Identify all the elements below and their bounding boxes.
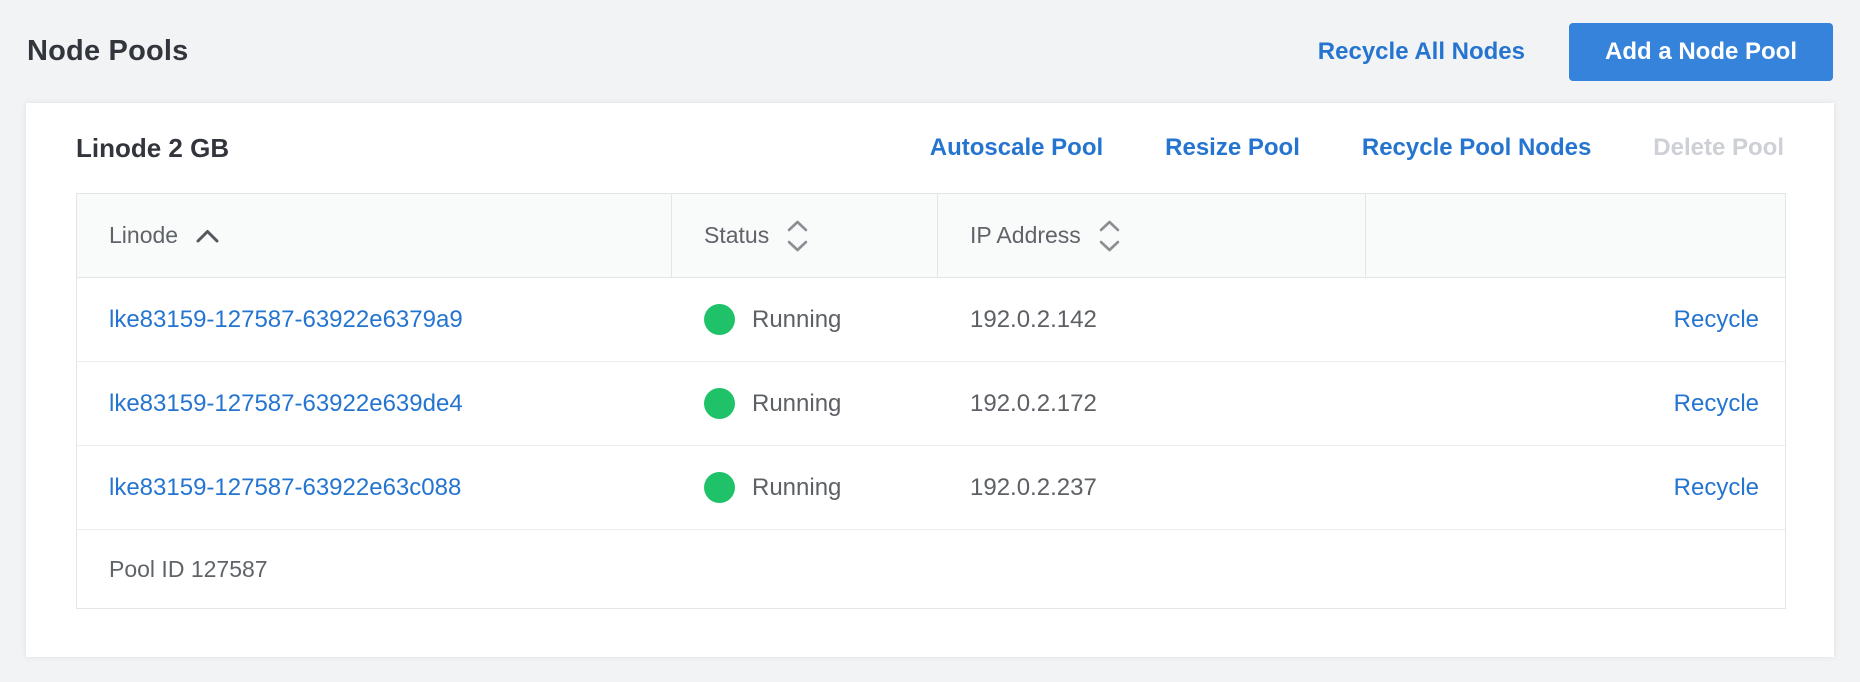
- column-header-linode[interactable]: Linode: [77, 194, 672, 277]
- status-running-icon: [704, 388, 735, 419]
- pool-title: Linode 2 GB: [76, 132, 230, 163]
- autoscale-pool-link[interactable]: Autoscale Pool: [929, 134, 1104, 161]
- recycle-node-link[interactable]: Recycle: [1673, 305, 1759, 333]
- column-header-ip-label: IP Address: [970, 222, 1081, 248]
- table-row: lke83159-127587-63922e63c088 Running 192…: [77, 446, 1785, 530]
- nodes-table: Linode Status IP Address: [76, 193, 1786, 609]
- status-cell: Running: [672, 446, 938, 529]
- linode-name-cell: lke83159-127587-63922e639de4: [77, 362, 672, 445]
- ip-cell: 192.0.2.237: [938, 446, 1366, 529]
- column-header-status[interactable]: Status: [672, 194, 938, 277]
- linode-name-cell: lke83159-127587-63922e63c088: [77, 446, 672, 529]
- pool-actions: Autoscale Pool Resize Pool Recycle Pool …: [930, 134, 1784, 162]
- status-cell: Running: [672, 362, 938, 445]
- header-actions: Recycle All Nodes Add a Node Pool: [1317, 22, 1833, 81]
- recycle-all-nodes-link[interactable]: Recycle All Nodes: [1317, 37, 1525, 65]
- pool-id-label: Pool ID 127587: [109, 555, 268, 582]
- table-header-row: Linode Status IP Address: [77, 194, 1785, 278]
- linode-link[interactable]: lke83159-127587-63922e6379a9: [109, 305, 463, 333]
- column-header-status-label: Status: [704, 222, 770, 248]
- status-running-icon: [704, 472, 735, 503]
- pool-id-footer: Pool ID 127587: [77, 530, 1785, 608]
- ip-address: 192.0.2.237: [970, 473, 1097, 501]
- recycle-pool-nodes-link[interactable]: Recycle Pool Nodes: [1361, 134, 1592, 161]
- linode-link[interactable]: lke83159-127587-63922e63c088: [109, 473, 462, 501]
- linode-name-cell: lke83159-127587-63922e6379a9: [77, 278, 672, 361]
- sort-both-icon: [1097, 218, 1122, 254]
- row-actions-cell: Recycle: [1366, 446, 1785, 529]
- node-pool-card: Linode 2 GB Autoscale Pool Resize Pool R…: [26, 103, 1834, 657]
- recycle-node-link[interactable]: Recycle: [1673, 473, 1759, 501]
- page-title: Node Pools: [27, 35, 189, 67]
- column-header-actions: [1366, 194, 1785, 277]
- column-header-linode-label: Linode: [109, 222, 179, 248]
- table-row: lke83159-127587-63922e639de4 Running 192…: [77, 362, 1785, 446]
- column-header-ip[interactable]: IP Address: [938, 194, 1366, 277]
- status-label: Running: [752, 389, 842, 417]
- ip-cell: 192.0.2.142: [938, 278, 1366, 361]
- status-label: Running: [752, 473, 842, 501]
- add-node-pool-button[interactable]: Add a Node Pool: [1569, 22, 1833, 81]
- status-running-icon: [704, 304, 735, 335]
- status-cell: Running: [672, 278, 938, 361]
- linode-link[interactable]: lke83159-127587-63922e639de4: [109, 389, 463, 417]
- status-label: Running: [752, 305, 842, 333]
- resize-pool-link[interactable]: Resize Pool: [1165, 134, 1300, 161]
- ip-address: 192.0.2.172: [970, 389, 1097, 417]
- delete-pool-link: Delete Pool: [1653, 134, 1784, 161]
- table-row: lke83159-127587-63922e6379a9 Running 192…: [77, 278, 1785, 362]
- ip-cell: 192.0.2.172: [938, 362, 1366, 445]
- ip-address: 192.0.2.142: [970, 305, 1097, 333]
- sort-ascending-icon: [194, 228, 221, 244]
- sort-both-icon: [785, 218, 810, 254]
- row-actions-cell: Recycle: [1366, 362, 1785, 445]
- recycle-node-link[interactable]: Recycle: [1673, 389, 1759, 417]
- row-actions-cell: Recycle: [1366, 278, 1785, 361]
- node-pools-header: Node Pools Recycle All Nodes Add a Node …: [0, 0, 1860, 103]
- pool-header: Linode 2 GB Autoscale Pool Resize Pool R…: [76, 103, 1784, 193]
